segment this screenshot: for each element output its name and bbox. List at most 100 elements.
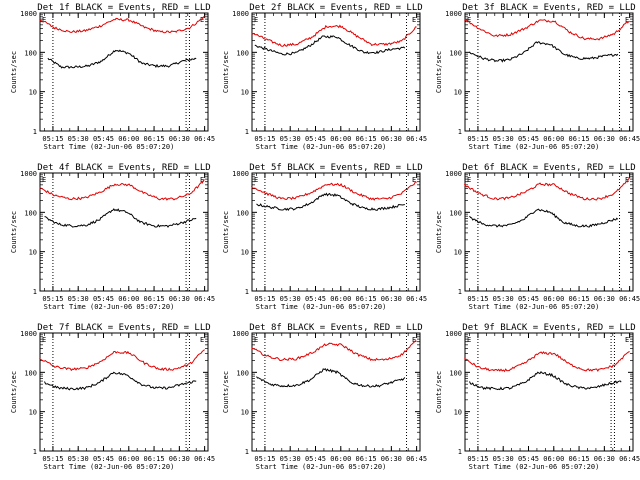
x-tick-label: 06:45	[406, 295, 427, 303]
lld-series-line	[39, 16, 205, 34]
y-tick-label: 1000	[232, 10, 249, 18]
events-series-line	[469, 41, 619, 63]
x-tick-label: 05:45	[93, 455, 114, 463]
x-axis-label: Start Time (02-Jun-06 05:07:20)	[469, 303, 600, 311]
x-tick-label: 05:45	[93, 295, 114, 303]
corner-marker-right: E	[412, 16, 416, 24]
y-tick-label: 1	[245, 288, 249, 296]
x-tick-label: 05:15	[467, 455, 488, 463]
corner-marker-right: E	[625, 336, 629, 344]
x-tick-label: 06:30	[169, 295, 190, 303]
y-tick-label: 10	[29, 409, 37, 417]
y-tick-label: 10	[29, 89, 37, 97]
plot-title: Det 5f BLACK = Events, RED = LLD	[249, 163, 422, 173]
y-tick-label: 1000	[232, 330, 249, 338]
x-tick-label: 05:30	[68, 455, 89, 463]
x-tick-label: 05:15	[254, 455, 275, 463]
plot-frame	[251, 172, 421, 292]
x-tick-label: 06:30	[381, 455, 402, 463]
detector-plot: Det 3f BLACK = Events, RED = LLD 1 10 100 10…	[435, 3, 640, 151]
x-tick-label: 06:30	[169, 455, 190, 463]
plot-frame	[464, 12, 634, 132]
x-tick-label: 06:30	[594, 455, 615, 463]
x-tick-label: 06:00	[543, 455, 564, 463]
events-series-line	[44, 208, 197, 228]
plot-frame	[464, 172, 634, 292]
x-tick-label: 06:45	[194, 135, 215, 143]
x-tick-label: 05:15	[42, 455, 63, 463]
x-tick-label: 06:00	[543, 135, 564, 143]
y-tick-label: 1	[245, 128, 249, 136]
corner-marker-left: E	[254, 16, 258, 24]
detector-plot: Det 1f BLACK = Events, RED = LLD 1 10 100 10…	[10, 3, 215, 151]
plot-title: Det 4f BLACK = Events, RED = LLD	[37, 163, 210, 173]
y-tick-label: 1	[33, 128, 37, 136]
lld-series-line	[251, 340, 417, 362]
corner-marker-left: E	[254, 176, 258, 184]
corner-marker-left: E	[254, 336, 258, 344]
plot-frame	[464, 332, 634, 452]
x-tick-label: 06:45	[619, 295, 640, 303]
y-tick-label: 10	[454, 409, 462, 417]
x-tick-label: 06:45	[406, 135, 427, 143]
x-tick-label: 05:45	[518, 455, 539, 463]
x-axis-label: Start Time (02-Jun-06 05:07:20)	[469, 463, 600, 471]
x-tick-label: 06:00	[330, 135, 351, 143]
y-tick-label: 100	[236, 49, 249, 57]
x-tick-label: 05:30	[493, 295, 514, 303]
y-tick-label: 100	[236, 369, 249, 377]
lld-series-line	[250, 180, 417, 201]
lld-series-line	[39, 349, 205, 372]
y-tick-label: 100	[24, 209, 37, 217]
y-tick-label: 1	[33, 448, 37, 456]
x-tick-label: 05:15	[42, 295, 63, 303]
y-tick-label: 100	[24, 49, 37, 57]
corner-marker-right: E	[412, 336, 416, 344]
x-axis-label: Start Time (02-Jun-06 05:07:20)	[469, 143, 600, 151]
corner-marker-left: E	[467, 176, 471, 184]
x-tick-label: 06:15	[356, 135, 377, 143]
y-tick-label: 1000	[20, 170, 37, 178]
x-tick-label: 06:00	[330, 295, 351, 303]
detector-plot: Det 8f BLACK = Events, RED = LLD 1 10 100 10…	[222, 323, 427, 471]
x-tick-label: 05:30	[280, 295, 301, 303]
y-tick-label: 1000	[20, 330, 37, 338]
y-tick-label: 1000	[20, 10, 37, 18]
x-tick-label: 06:45	[406, 455, 427, 463]
events-series-line	[469, 208, 619, 228]
y-tick-label: 1000	[445, 10, 462, 18]
x-tick-label: 06:00	[118, 135, 139, 143]
y-tick-label: 10	[241, 249, 249, 257]
y-tick-label: 1000	[445, 330, 462, 338]
x-tick-label: 06:15	[569, 135, 590, 143]
x-tick-label: 06:00	[118, 295, 139, 303]
y-tick-label: 10	[29, 249, 37, 257]
plot-frame	[39, 172, 209, 292]
x-axis-label: Start Time (02-Jun-06 05:07:20)	[256, 463, 387, 471]
corner-marker-right: E	[200, 336, 204, 344]
x-tick-label: 05:30	[280, 135, 301, 143]
x-tick-label: 06:15	[569, 295, 590, 303]
x-tick-label: 05:15	[467, 295, 488, 303]
x-tick-label: 05:15	[467, 135, 488, 143]
corner-marker-left: E	[467, 336, 471, 344]
plot-title: Det 9f BLACK = Events, RED = LLD	[462, 323, 635, 333]
lld-series-line	[463, 177, 630, 201]
x-tick-label: 06:15	[144, 455, 165, 463]
x-tick-label: 05:30	[493, 135, 514, 143]
plot-title: Det 6f BLACK = Events, RED = LLD	[462, 163, 635, 173]
y-tick-label: 10	[454, 249, 462, 257]
x-tick-label: 05:30	[280, 455, 301, 463]
y-tick-label: 1000	[232, 170, 249, 178]
x-tick-label: 06:30	[594, 295, 615, 303]
y-axis-label: Counts/sec	[10, 211, 18, 253]
y-tick-label: 100	[449, 49, 462, 57]
y-axis-label: Counts/sec	[435, 371, 443, 413]
y-tick-label: 1000	[445, 170, 462, 178]
y-tick-label: 1	[458, 128, 462, 136]
x-tick-label: 05:30	[493, 455, 514, 463]
lld-series-line	[464, 19, 630, 41]
detector-plot: Det 2f BLACK = Events, RED = LLD 1 10 100 10…	[222, 3, 427, 151]
y-tick-label: 10	[454, 89, 462, 97]
